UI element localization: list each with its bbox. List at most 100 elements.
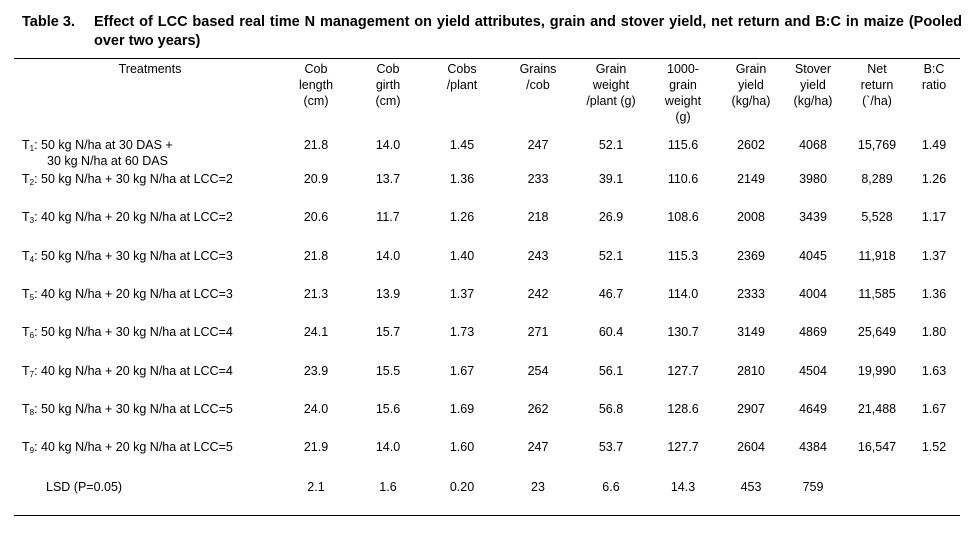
value-cell: 4504 — [799, 364, 827, 378]
value-cell: 20.6 — [303, 210, 329, 224]
treatment-number: 2 — [29, 178, 35, 187]
value-cell: 4068 — [799, 138, 827, 152]
lsd-label: LSD (P=0.05) — [46, 480, 123, 494]
treatment-cell: LSD (P=0.05) — [46, 479, 122, 495]
value-cell: 21.8 — [303, 249, 329, 263]
value-cell: 3149 — [737, 325, 765, 339]
treatment-cell: T6: 50 kg N/ha + 30 kg N/ha at LCC=4 — [22, 324, 233, 340]
value-cell: 25,649 — [857, 325, 897, 339]
value-cell: 247 — [527, 138, 549, 152]
value-cell: 14.0 — [375, 249, 401, 263]
value-cell: 21.9 — [303, 440, 329, 454]
value-cell: 39.1 — [598, 172, 624, 186]
treatment-number: 9 — [29, 446, 35, 455]
treatment-cell: T9: 40 kg N/ha + 20 kg N/ha at LCC=5 — [22, 439, 233, 455]
value-cell: 20.9 — [303, 172, 329, 186]
value-cell: 1.6 — [379, 480, 397, 494]
treatment-number: 6 — [29, 331, 35, 340]
column-header-5: Grain weight /plant (g) — [586, 62, 636, 108]
treatment-number: 4 — [29, 255, 35, 264]
value-cell: 15.6 — [375, 402, 401, 416]
value-cell: 1.63 — [921, 364, 947, 378]
treatment-cell: T5: 40 kg N/ha + 20 kg N/ha at LCC=3 — [22, 286, 233, 302]
column-header-10: B:C ratio — [921, 62, 947, 92]
value-cell: 23 — [531, 480, 545, 494]
value-cell: 13.7 — [375, 172, 401, 186]
treatment-label: : 50 kg N/ha + 30 kg N/ha at LCC=5 — [34, 402, 233, 416]
value-cell: 128.6 — [667, 402, 699, 416]
treatment-label: : 50 kg N/ha + 30 kg N/ha at LCC=4 — [34, 325, 233, 339]
value-cell: 1.67 — [449, 364, 475, 378]
value-cell: 21.3 — [303, 287, 329, 301]
value-cell: 14.3 — [670, 480, 696, 494]
column-header-1: Cob length (cm) — [298, 62, 334, 108]
treatment-cell: T8: 50 kg N/ha + 30 kg N/ha at LCC=5 — [22, 401, 233, 417]
value-cell: 4649 — [799, 402, 827, 416]
value-cell: 11,918 — [858, 249, 896, 263]
value-cell: 3439 — [799, 210, 827, 224]
value-cell: 1.37 — [449, 287, 475, 301]
treatment-code: T — [22, 138, 30, 152]
value-cell: 52.1 — [598, 249, 624, 263]
value-cell: 11,585 — [858, 287, 896, 301]
value-cell: 127.7 — [667, 364, 699, 378]
treatment-label: : 50 kg N/ha + 30 kg N/ha at LCC=2 — [34, 172, 233, 186]
treatment-number: 1 — [29, 144, 35, 153]
treatment-number: 3 — [29, 216, 35, 225]
value-cell: 1.67 — [921, 402, 947, 416]
value-cell: 53.7 — [598, 440, 624, 454]
value-cell: 15,769 — [857, 138, 897, 152]
table-caption: Table 3. Effect of LCC based real time N… — [22, 13, 962, 51]
value-cell: 14.0 — [375, 138, 401, 152]
value-cell: 2907 — [737, 402, 765, 416]
value-cell: 130.7 — [667, 325, 699, 339]
value-cell: 1.45 — [449, 138, 475, 152]
value-cell: 1.60 — [449, 440, 475, 454]
treatment-label-line2: 30 kg N/ha at 60 DAS — [47, 154, 168, 168]
value-cell: 1.69 — [449, 402, 475, 416]
value-cell: 56.1 — [598, 364, 624, 378]
value-cell: 1.26 — [449, 210, 475, 224]
value-cell: 1.36 — [921, 287, 947, 301]
treatment-code: T — [22, 440, 30, 454]
treatment-number: 5 — [29, 293, 35, 302]
value-cell: 1.17 — [921, 210, 947, 224]
treatment-cell: T4: 50 kg N/ha + 30 kg N/ha at LCC=3 — [22, 248, 233, 264]
value-cell: 1.73 — [449, 325, 475, 339]
value-cell: 15.7 — [375, 325, 401, 339]
value-cell: 14.0 — [375, 440, 401, 454]
value-cell: 127.7 — [667, 440, 699, 454]
value-cell: 21,488 — [857, 402, 897, 416]
value-cell: 1.26 — [921, 172, 947, 186]
treatment-label: : 50 kg N/ha + 30 kg N/ha at LCC=3 — [34, 249, 233, 263]
value-cell: 115.3 — [667, 249, 699, 263]
value-cell: 247 — [527, 440, 549, 454]
value-cell: 5,528 — [861, 210, 893, 224]
value-cell: 110.6 — [667, 172, 699, 186]
value-cell: 243 — [527, 249, 549, 263]
value-cell: 453 — [740, 480, 762, 494]
value-cell: 4384 — [799, 440, 827, 454]
value-cell: 2149 — [737, 172, 765, 186]
treatment-cell: T3: 40 kg N/ha + 20 kg N/ha at LCC=2 — [22, 209, 233, 225]
column-header-0: Treatments — [118, 62, 182, 76]
value-cell: 115.6 — [667, 138, 699, 152]
treatment-label: : 50 kg N/ha at 30 DAS + — [34, 138, 173, 152]
value-cell: 3980 — [799, 172, 827, 186]
treatment-code: T — [22, 364, 30, 378]
value-cell: 1.37 — [921, 249, 947, 263]
value-cell: 0.20 — [449, 480, 475, 494]
value-cell: 2.1 — [307, 480, 325, 494]
value-cell: 4869 — [799, 325, 827, 339]
column-header-4: Grains /cob — [519, 62, 557, 92]
value-cell: 24.1 — [303, 325, 329, 339]
treatment-label: : 40 kg N/ha + 20 kg N/ha at LCC=5 — [34, 440, 233, 454]
value-cell: 2810 — [737, 364, 765, 378]
value-cell: 108.6 — [667, 210, 699, 224]
value-cell: 56.8 — [598, 402, 624, 416]
treatment-label: : 40 kg N/ha + 20 kg N/ha at LCC=4 — [34, 364, 233, 378]
value-cell: 114.0 — [667, 287, 699, 301]
value-cell: 46.7 — [598, 287, 624, 301]
value-cell: 15.5 — [375, 364, 401, 378]
treatment-cell: T2: 50 kg N/ha + 30 kg N/ha at LCC=2 — [22, 171, 233, 187]
